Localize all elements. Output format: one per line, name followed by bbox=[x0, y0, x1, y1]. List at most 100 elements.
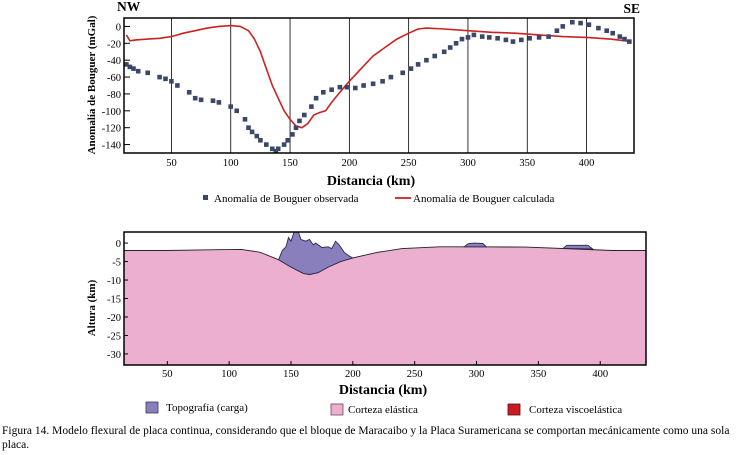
observed-point bbox=[175, 83, 180, 88]
observed-point bbox=[380, 79, 385, 84]
observed-point bbox=[124, 62, 129, 67]
x-tick-label: 50 bbox=[162, 369, 173, 380]
observed-point bbox=[415, 62, 421, 67]
observed-point bbox=[596, 25, 601, 31]
observed-point bbox=[622, 36, 627, 42]
observed-point bbox=[487, 35, 492, 40]
topography-load bbox=[561, 244, 595, 250]
observed-point bbox=[432, 53, 437, 59]
observed-point bbox=[131, 66, 136, 71]
x-tick-label: 250 bbox=[407, 369, 423, 380]
observed-point bbox=[578, 20, 583, 26]
observed-point bbox=[604, 28, 609, 33]
observed-point bbox=[270, 146, 275, 152]
viscoelastic-legend-swatch bbox=[507, 403, 521, 416]
y-tick-label: -20 bbox=[107, 39, 121, 50]
x-tick-label: 300 bbox=[469, 369, 485, 380]
observed-point bbox=[273, 149, 279, 153]
y-tick-label: -5 bbox=[112, 258, 121, 269]
observed-legend-label: Anomalía de Bouguer observada bbox=[214, 193, 359, 205]
elastic-legend-label: Corteza elástica bbox=[348, 404, 418, 416]
x-tick-label: 400 bbox=[579, 158, 595, 169]
observed-point bbox=[424, 57, 429, 63]
observed-point bbox=[145, 70, 150, 76]
observed-point bbox=[127, 64, 133, 70]
topography-legend-swatch bbox=[145, 401, 159, 414]
observed-point bbox=[519, 37, 524, 43]
observed-point bbox=[495, 36, 500, 41]
legend: Anomalía de Bouguer observada Anomalía d… bbox=[203, 193, 555, 205]
observed-point bbox=[157, 74, 162, 80]
observed-point bbox=[309, 104, 314, 109]
observed-point bbox=[527, 36, 532, 41]
y-tick-label: -140 bbox=[102, 141, 121, 152]
observed-point bbox=[546, 34, 551, 39]
y-axis-title: Anomalía de Bouguer (mGal) bbox=[86, 15, 98, 154]
observed-point bbox=[293, 125, 299, 130]
observed-point bbox=[337, 84, 343, 90]
observed-point bbox=[228, 104, 233, 109]
observed-point bbox=[459, 36, 465, 42]
x-tick-label: 50 bbox=[166, 158, 177, 169]
elastic-crust-layer bbox=[124, 246, 646, 365]
axis-ticks: 50 100 150 200 250 300 350 400 0 -5 -10 -15 -20 -25 -3… bbox=[107, 239, 608, 380]
x-axis-title: Distancia (km) bbox=[339, 383, 428, 398]
observed-point bbox=[192, 95, 198, 101]
flexural-model-chart: 50 100 150 200 250 300 350 400 0 -5 -10 -15 -20 -25 -3… bbox=[86, 231, 647, 416]
observed-point bbox=[163, 76, 168, 82]
x-tick-label: 200 bbox=[341, 158, 357, 169]
observed-point bbox=[242, 117, 248, 122]
y-tick-label: 0 bbox=[116, 22, 121, 33]
y-tick-label: -100 bbox=[102, 107, 121, 118]
y-tick-label: -60 bbox=[107, 73, 121, 84]
observed-point bbox=[479, 34, 485, 39]
observed-point bbox=[627, 39, 632, 44]
observed-point bbox=[353, 85, 358, 91]
observed-point bbox=[388, 74, 394, 80]
observed-point bbox=[329, 87, 334, 92]
observed-point bbox=[254, 133, 260, 139]
corner-label-nw: NW bbox=[117, 0, 141, 14]
y-tick-label: -20 bbox=[107, 313, 121, 324]
observed-point bbox=[321, 90, 326, 95]
observed-point bbox=[234, 108, 239, 114]
observed-point bbox=[249, 129, 255, 135]
y-tick-label: -40 bbox=[107, 56, 121, 67]
observed-point bbox=[302, 112, 307, 118]
observed-point bbox=[453, 41, 459, 46]
observed-point bbox=[198, 97, 204, 103]
y-tick-label: 0 bbox=[116, 239, 121, 250]
topography-load bbox=[462, 242, 488, 248]
observed-point bbox=[400, 70, 405, 76]
y-tick-label: -25 bbox=[107, 331, 121, 342]
observed-point bbox=[408, 66, 414, 71]
observed-point bbox=[313, 95, 319, 101]
observed-point bbox=[586, 22, 592, 27]
y-tick-label: -30 bbox=[107, 350, 121, 361]
observed-point bbox=[361, 83, 366, 88]
observed-point bbox=[297, 118, 302, 124]
x-tick-label: 150 bbox=[282, 158, 298, 169]
observed-point bbox=[246, 125, 251, 130]
observed-point bbox=[285, 138, 290, 143]
x-tick-label: 400 bbox=[592, 369, 608, 380]
observed-point bbox=[210, 98, 216, 103]
legend: Topografía (carga) Corteza elástica Cort… bbox=[145, 401, 622, 416]
x-tick-label: 100 bbox=[221, 369, 237, 380]
x-tick-label: 100 bbox=[223, 158, 239, 169]
x-tick-label: 150 bbox=[283, 369, 299, 380]
plot-frame bbox=[123, 17, 635, 154]
observed-point bbox=[135, 68, 141, 74]
figure-caption: Figura 14. Modelo flexural de placa cont… bbox=[2, 425, 730, 451]
observed-point bbox=[264, 142, 269, 147]
observed-point bbox=[536, 35, 542, 40]
observed-point bbox=[465, 35, 471, 40]
gravity-anomaly-chart: 50 100 150 200 250 300 350 400 0 -20 -40 -60 -80 -100… bbox=[86, 0, 640, 205]
y-tick-label: -10 bbox=[107, 276, 121, 287]
corner-label-se: SE bbox=[623, 1, 640, 16]
vertical-grid bbox=[171, 18, 587, 153]
observed-point bbox=[258, 138, 263, 143]
viscoelastic-legend-label: Corteza viscoelástica bbox=[529, 404, 622, 416]
x-tick-label: 300 bbox=[460, 158, 476, 169]
